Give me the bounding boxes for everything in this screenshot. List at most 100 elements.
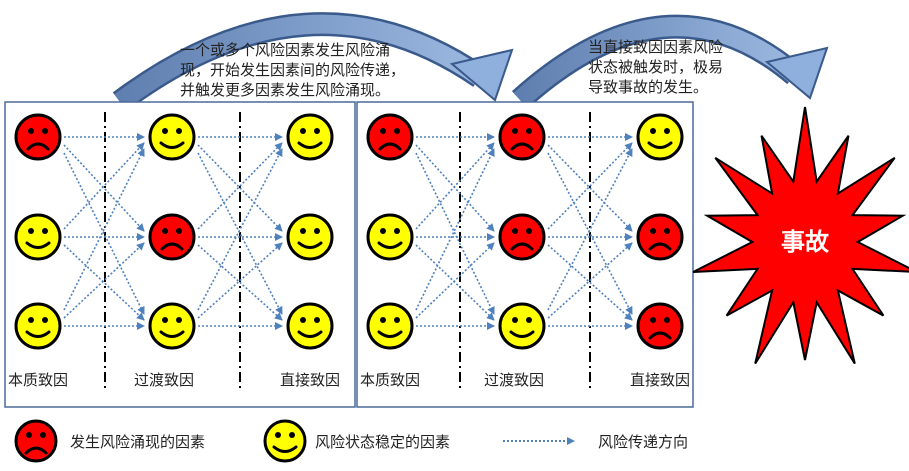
- propagation-arrow: [63, 142, 145, 230]
- annotation-right-line: 导致事故的发生。: [588, 78, 708, 96]
- legend-stable-label: 风险状态稳定的因素: [315, 433, 450, 451]
- face-circle: [14, 113, 62, 161]
- face-circle: [148, 302, 196, 350]
- face-eye: [526, 228, 532, 234]
- sad-face-icon: [366, 113, 414, 161]
- legend-arrow-label: 风险传递方向: [598, 433, 688, 451]
- face-circle: [636, 113, 684, 161]
- stage-label: 过渡致因: [484, 371, 544, 389]
- smiley-face-icon: [636, 113, 684, 161]
- propagation-arrow: [415, 144, 495, 232]
- face-eye: [394, 228, 400, 234]
- face-circle: [498, 113, 546, 161]
- face-circle: [636, 213, 684, 261]
- face-circle: [148, 213, 196, 261]
- propagation-arrow: [63, 148, 145, 311]
- curved-arrow-head: [449, 48, 514, 102]
- annotation-left-line: 一个或多个风险因素发生风险涌: [180, 41, 390, 59]
- propagation-arrow: [197, 142, 283, 230]
- face-eye: [176, 128, 182, 134]
- smiley-face-icon: [286, 302, 334, 350]
- face-eye: [42, 317, 48, 323]
- smiley-face-icon: [498, 302, 546, 350]
- face-circle: [14, 419, 58, 463]
- face-circle: [286, 302, 334, 350]
- face-mouth: [377, 241, 403, 249]
- face-eye: [526, 128, 532, 134]
- propagation-arrow: [415, 152, 495, 315]
- face-mouth: [25, 330, 51, 338]
- face-mouth: [26, 142, 50, 151]
- face-circle: [14, 213, 62, 261]
- face-eye: [512, 228, 518, 234]
- face-eye: [380, 128, 386, 134]
- face-eye: [380, 317, 386, 323]
- face-eye: [650, 128, 656, 134]
- sad-face-icon: [148, 213, 196, 261]
- face-circle: [498, 302, 546, 350]
- accident-label: 事故: [781, 227, 830, 256]
- smiley-face-icon: [366, 213, 414, 261]
- face-mouth: [647, 141, 673, 149]
- stage-label: 直接致因: [280, 371, 340, 389]
- propagation-arrow: [415, 148, 495, 311]
- smiley-face-icon: [286, 113, 334, 161]
- stage-label: 本质致因: [8, 371, 68, 389]
- face-eye: [314, 228, 320, 234]
- stage-label: 直接致因: [630, 371, 690, 389]
- sad-face-icon: [14, 113, 62, 161]
- face-eye: [289, 432, 295, 438]
- annotation-right-line: 状态被触发时，极易: [588, 58, 723, 76]
- propagation-arrow: [415, 142, 495, 230]
- sad-face-icon: [498, 213, 546, 261]
- curved-arrow-1: [112, 12, 514, 112]
- sad-face-icon: [14, 419, 58, 463]
- face-mouth: [297, 141, 323, 149]
- face-eye: [42, 228, 48, 234]
- annotation-right-line: 当直接致因因素风险: [588, 38, 723, 56]
- face-mouth: [648, 331, 672, 340]
- face-circle: [263, 419, 307, 463]
- propagation-arrow: [547, 142, 633, 230]
- face-eye: [664, 317, 670, 323]
- propagation-arrow: [547, 144, 633, 232]
- face-circle: [366, 113, 414, 161]
- sad-face-icon: [498, 113, 546, 161]
- propagation-arrow: [547, 242, 633, 319]
- face-mouth: [24, 446, 48, 455]
- face-eye: [28, 228, 34, 234]
- face-mouth: [159, 330, 185, 338]
- face-eye: [42, 128, 48, 134]
- face-eye: [314, 317, 320, 323]
- curved-arrow-2: [511, 14, 829, 109]
- face-eye: [300, 228, 306, 234]
- face-circle: [14, 302, 62, 350]
- face-mouth: [297, 330, 323, 338]
- face-eye: [176, 228, 182, 234]
- face-eye: [162, 128, 168, 134]
- face-mouth: [159, 141, 185, 149]
- curved-arrow-head: [764, 46, 829, 100]
- face-eye: [162, 228, 168, 234]
- face-eye: [275, 432, 281, 438]
- propagation-arrow: [63, 152, 145, 315]
- face-eye: [314, 128, 320, 134]
- face-mouth: [648, 242, 672, 251]
- face-eye: [28, 128, 34, 134]
- face-mouth: [510, 242, 534, 251]
- face-mouth: [272, 445, 298, 453]
- annotation-left-line: 现，开始发生因素间的风险传递，: [180, 61, 405, 79]
- face-mouth: [160, 242, 184, 251]
- face-eye: [664, 228, 670, 234]
- face-mouth: [25, 241, 51, 249]
- legend-risk-label: 发生风险涌现的因素: [70, 433, 205, 451]
- stage-label: 过渡致因: [134, 371, 194, 389]
- face-circle: [148, 113, 196, 161]
- propagation-arrow: [197, 144, 283, 232]
- annotation-left-line: 并触发更多因素发生风险涌现。: [180, 81, 390, 99]
- accident-starburst-icon: [692, 106, 909, 365]
- face-eye: [512, 128, 518, 134]
- stage-label: 本质致因: [360, 371, 420, 389]
- face-eye: [650, 228, 656, 234]
